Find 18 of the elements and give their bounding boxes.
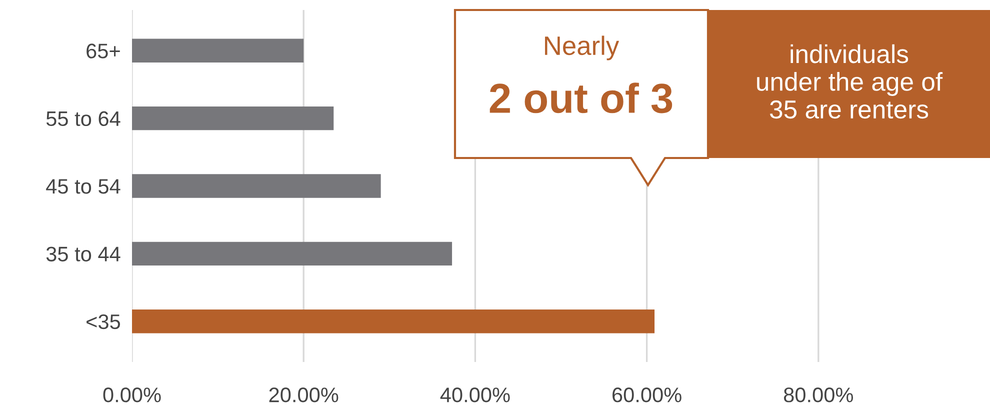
y-tick-label: 65+: [86, 44, 120, 58]
x-tick-label: 40.00%: [440, 388, 510, 402]
bar: [132, 310, 655, 334]
bar: [132, 174, 381, 198]
bar: [132, 242, 452, 266]
annotation: individuals under the age of 35 are renters: [757, 44, 943, 119]
x-tick-label: 0.00%: [103, 388, 161, 402]
x-tick-label: 20.00%: [269, 388, 338, 402]
annotation: Nearly: [545, 36, 620, 60]
y-tick-label: 55 to 64: [46, 111, 120, 126]
bar: [132, 106, 334, 130]
x-tick-label: 80.00%: [784, 388, 853, 402]
y-tick-label: <35: [86, 314, 120, 330]
bar: [132, 38, 304, 62]
y-tick-label: 45 to 54: [46, 179, 120, 194]
x-tick-label: 60.00%: [612, 388, 682, 402]
annotation: 2 out of 3: [490, 82, 672, 114]
y-tick-label: 35 to 44: [46, 246, 120, 262]
